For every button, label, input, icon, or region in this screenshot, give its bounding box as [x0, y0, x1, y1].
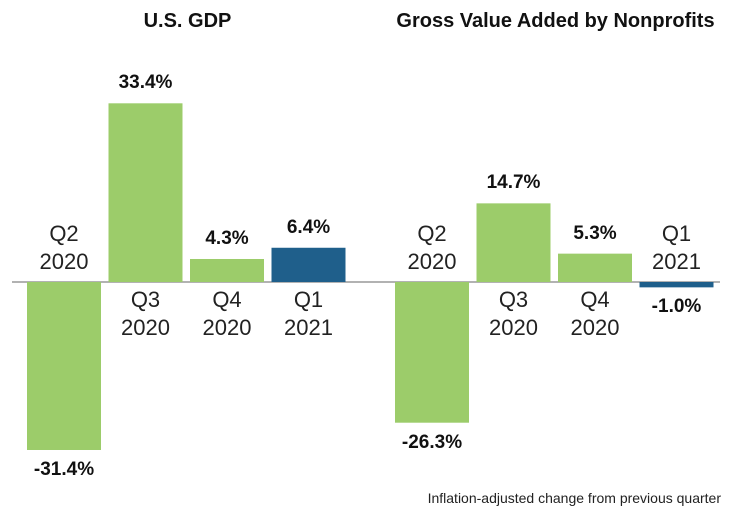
data-label: 6.4% — [286, 216, 331, 238]
bar — [395, 282, 469, 423]
x-tick-label: Q4 2020 — [202, 287, 252, 340]
bar — [639, 282, 714, 288]
data-label: 5.3% — [573, 222, 617, 244]
chart-title: U.S. GDP — [143, 10, 232, 32]
bar — [558, 253, 632, 282]
data-label: -1.0% — [651, 296, 702, 318]
bar — [27, 282, 101, 450]
data-label: -26.3% — [401, 431, 463, 453]
bar — [476, 203, 551, 282]
note: Inflation-adjusted change from previous … — [427, 490, 721, 506]
data-label: 4.3% — [205, 227, 249, 249]
x-tick-label: Q2 2020 — [39, 221, 89, 274]
x-tick-label: Q3 2020 — [489, 287, 538, 340]
x-tick-label: Q2 2020 — [407, 221, 457, 274]
x-tick-label: Q4 2020 — [570, 287, 620, 340]
chart-title: Gross Value Added by Nonprofits — [396, 10, 715, 32]
bar — [271, 247, 346, 282]
data-label: 14.7% — [486, 172, 541, 194]
bar — [108, 103, 183, 282]
x-tick-label: Q3 2020 — [121, 287, 170, 340]
x-tick-label: Q1 2021 — [284, 287, 333, 340]
data-label: -31.4% — [33, 458, 95, 480]
data-label: 33.4% — [118, 72, 173, 94]
bar — [190, 258, 264, 282]
x-tick-label: Q1 2021 — [652, 221, 701, 274]
